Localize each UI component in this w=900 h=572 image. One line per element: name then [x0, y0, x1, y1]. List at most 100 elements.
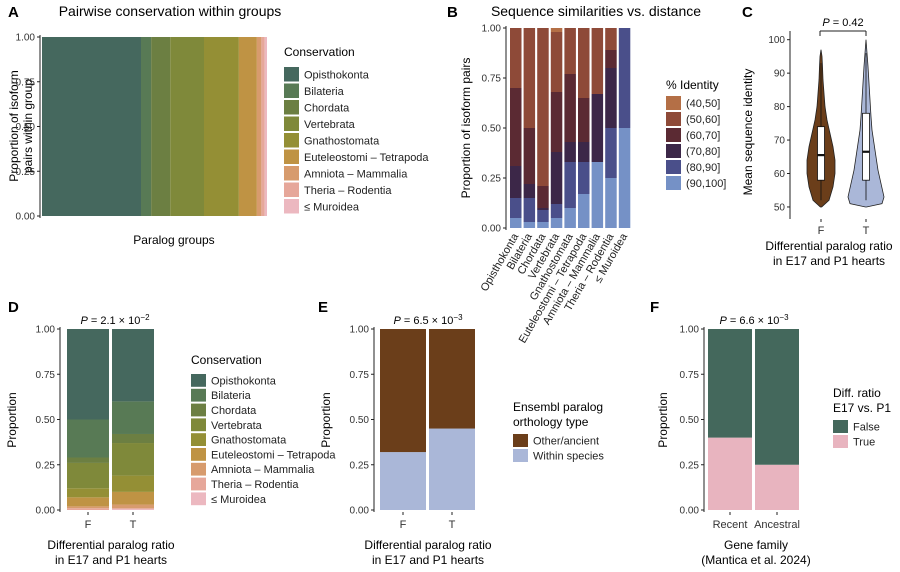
panel-b-legend-swatch-50-60: [666, 112, 681, 126]
panel-e: E Proportion 0.00 0.25 0.50 0.75 1.00 P = 6.…: [318, 299, 604, 567]
panel-a-y-tick-label: 0.75: [16, 77, 36, 88]
panel-b-bar-theria-rodentia-70-80: [605, 68, 617, 128]
panel-a-segment-gnathostomata: [204, 37, 239, 216]
panel-b-legend-swatch-70-80: [666, 144, 681, 158]
panel-f-legend-title-line2: E17 vs. P1: [833, 401, 891, 415]
panel-d-legend-swatch-euteleostomi-tetrapoda: [191, 448, 206, 461]
panel-b-y-tick-label: 0.00: [482, 224, 502, 235]
panel-b-legend-label-40-50: (40,50]: [686, 98, 720, 110]
panel-d-legend-title: Conservation: [191, 353, 262, 367]
panel-b-bar-euteleostomi-tetrapoda-90-100: [578, 194, 590, 228]
panel-a-legend-label-gnathostomata: Gnathostomata: [304, 135, 380, 147]
panel-d-bar-f-amniota-mammalia: [67, 506, 109, 509]
panel-e-xlabel-line2: in E17 and P1 hearts: [372, 553, 484, 567]
panel-c-x-label-f: F: [818, 225, 825, 237]
panel-b-bar-chordata-60-70: [537, 186, 549, 208]
panel-b-bar-theria-rodentia-60-70: [605, 50, 617, 68]
panel-a-segment-bilateria: [141, 37, 152, 216]
panel-d: D Proportion 0.00 0.25 0.50 0.75 1.00 P = 2.…: [5, 299, 336, 567]
panel-b-y-tick-label: 0.25: [482, 174, 502, 185]
panel-b-legend-title: % Identity: [666, 78, 719, 92]
panel-e-legend: Other/ancient Within species: [513, 434, 604, 463]
panel-b-legend-label-70-80: (70,80]: [686, 146, 720, 158]
panel-b-bar-amniota-mammalia-50-60: [591, 28, 604, 94]
panel-e-bar-f-within-species: [380, 452, 426, 510]
panel-b-bar-euteleostomi-tetrapoda-80-90: [578, 162, 590, 194]
panel-c-y-axis: 50 60 70 80 90 100: [768, 31, 791, 219]
panel-b-bar-amniota-mammalia-90-100: [591, 162, 604, 228]
panel-f-legend: False True: [833, 420, 880, 449]
panel-a-legend-swatch-bilateria: [284, 83, 299, 98]
panel-b-bar-vertebrata-80-90: [550, 204, 563, 218]
panel-d-y-tick-label: 1.00: [36, 325, 56, 336]
panel-e-y-tick-label: 0.75: [350, 370, 370, 381]
panel-c-y-tick-label: 60: [774, 169, 786, 180]
panel-f-bar-recent-true: [708, 437, 752, 510]
panel-c-y-tick-label: 70: [774, 136, 786, 147]
panel-b-y-tick-label: 0.75: [482, 74, 502, 85]
panel-e-xlabel-line1: Differential paralog ratio: [364, 538, 492, 552]
panel-b-bar-gnathostomata-60-70: [564, 74, 576, 142]
panel-d-bar-t-gnathostomata: [112, 475, 154, 492]
panel-a-legend-swatch-amniota-mammalia: [284, 166, 299, 181]
panel-e-y-tick-label: 0.50: [350, 415, 370, 426]
panel-c-xlabel-line2: in E17 and P1 hearts: [773, 254, 885, 268]
panel-c-p-value: P = 0.42: [822, 17, 863, 29]
panel-b-bar-opisthokonta-50-60: [510, 28, 522, 88]
panel-a-legend-label-muroidea: ≤ Muroidea: [304, 201, 360, 213]
panel-b-x-labels: OpisthokontaBilateriaChordataVertebrataG…: [479, 231, 631, 346]
panel-d-legend-label-chordata: Chordata: [211, 405, 257, 417]
panel-b-bar-opisthokonta-90-100: [510, 218, 522, 228]
panel-f-y-tick-label: 0.50: [680, 415, 700, 426]
panel-d-bar-f-theria-rodentia: [67, 508, 109, 510]
panel-b-title: Sequence similarities vs. distance: [491, 3, 701, 19]
panel-f-y-tick-label: 0.75: [680, 370, 700, 381]
panel-b-bar-theria-rodentia-90-100: [605, 178, 617, 228]
panel-a-y-axis: 0.00 0.25 0.50 0.75 1.00: [16, 33, 41, 223]
panel-a-segment-amniota-mammalia: [256, 37, 262, 216]
panel-c-significance: P = 0.42: [819, 17, 867, 36]
panel-a-segment-theria-rodentia: [261, 37, 265, 216]
panel-e-bars: [380, 329, 475, 510]
panel-e-bar-t-within-species: [429, 428, 475, 510]
panel-d-bar-t-muroidea: [112, 509, 154, 510]
panel-d-bar-t-theria-rodentia: [112, 508, 154, 510]
panel-e-bar-f-other-ancient: [380, 329, 426, 453]
panel-b-bar-chordata-70-80: [537, 208, 549, 210]
panel-c-x-label-t: T: [863, 225, 870, 237]
panel-b-bar-euteleostomi-tetrapoda-70-80: [578, 142, 590, 162]
panel-b-bar-opisthokonta-70-80: [510, 166, 522, 198]
panel-d-p-value: P = 2.1 × 10−2: [80, 313, 150, 327]
panel-e-y-tick-label: 0.00: [350, 506, 370, 517]
panel-b-y-axis: 0.00 0.25 0.50 0.75 1.00: [482, 24, 507, 235]
panel-d-bar-f-euteleostomi-tetrapoda: [67, 497, 109, 507]
panel-a-y-tick-label: 0.00: [16, 212, 36, 223]
panel-d-legend-label-amniota-mammalia: Amniota – Mammalia: [211, 464, 315, 476]
panel-b-bar-chordata-90-100: [537, 222, 549, 228]
panel-f: F Proportion 0.00 0.25 0.50 0.75 1.00 P = 6.…: [650, 299, 891, 567]
panel-a-title: Pairwise conservation within groups: [59, 3, 282, 19]
panel-b-y-tick-label: 0.50: [482, 124, 502, 135]
panel-d-bar-f-chordata: [67, 457, 109, 463]
panel-a-legend-label-chordata: Chordata: [304, 102, 350, 114]
panel-a-legend-swatch-chordata: [284, 100, 299, 115]
panel-a-legend-swatch-gnathostomata: [284, 133, 299, 148]
panel-a-y-tick-label: 0.50: [16, 122, 36, 133]
panel-a-stack: [42, 37, 267, 216]
panel-c-y-tick-label: 100: [768, 35, 785, 46]
panel-d-xlabel-line1: Differential paralog ratio: [47, 538, 175, 552]
panel-f-x-label-recent: Recent: [713, 519, 748, 531]
panel-c-box-f: [817, 126, 825, 181]
panel-d-legend-label-theria-rodentia: Theria – Rodentia: [211, 479, 299, 491]
panel-f-bars: [708, 329, 799, 510]
panel-a: A Pairwise conservation within groups Pr…: [7, 3, 429, 247]
panel-b-legend-label-80-90: (80,90]: [686, 162, 720, 174]
panel-d-bar-f-bilateria: [67, 419, 109, 458]
panel-b-bar-bilateria-90-100: [523, 222, 536, 228]
panel-c-y-tick-label: 90: [774, 69, 786, 80]
panel-c: C Mean sequence identity 50 60 70 80 90 100 P…: [741, 4, 893, 268]
panel-a-legend-label-theria-rodentia: Theria – Rodentia: [304, 185, 392, 197]
panel-d-legend-swatch-chordata: [191, 403, 206, 417]
